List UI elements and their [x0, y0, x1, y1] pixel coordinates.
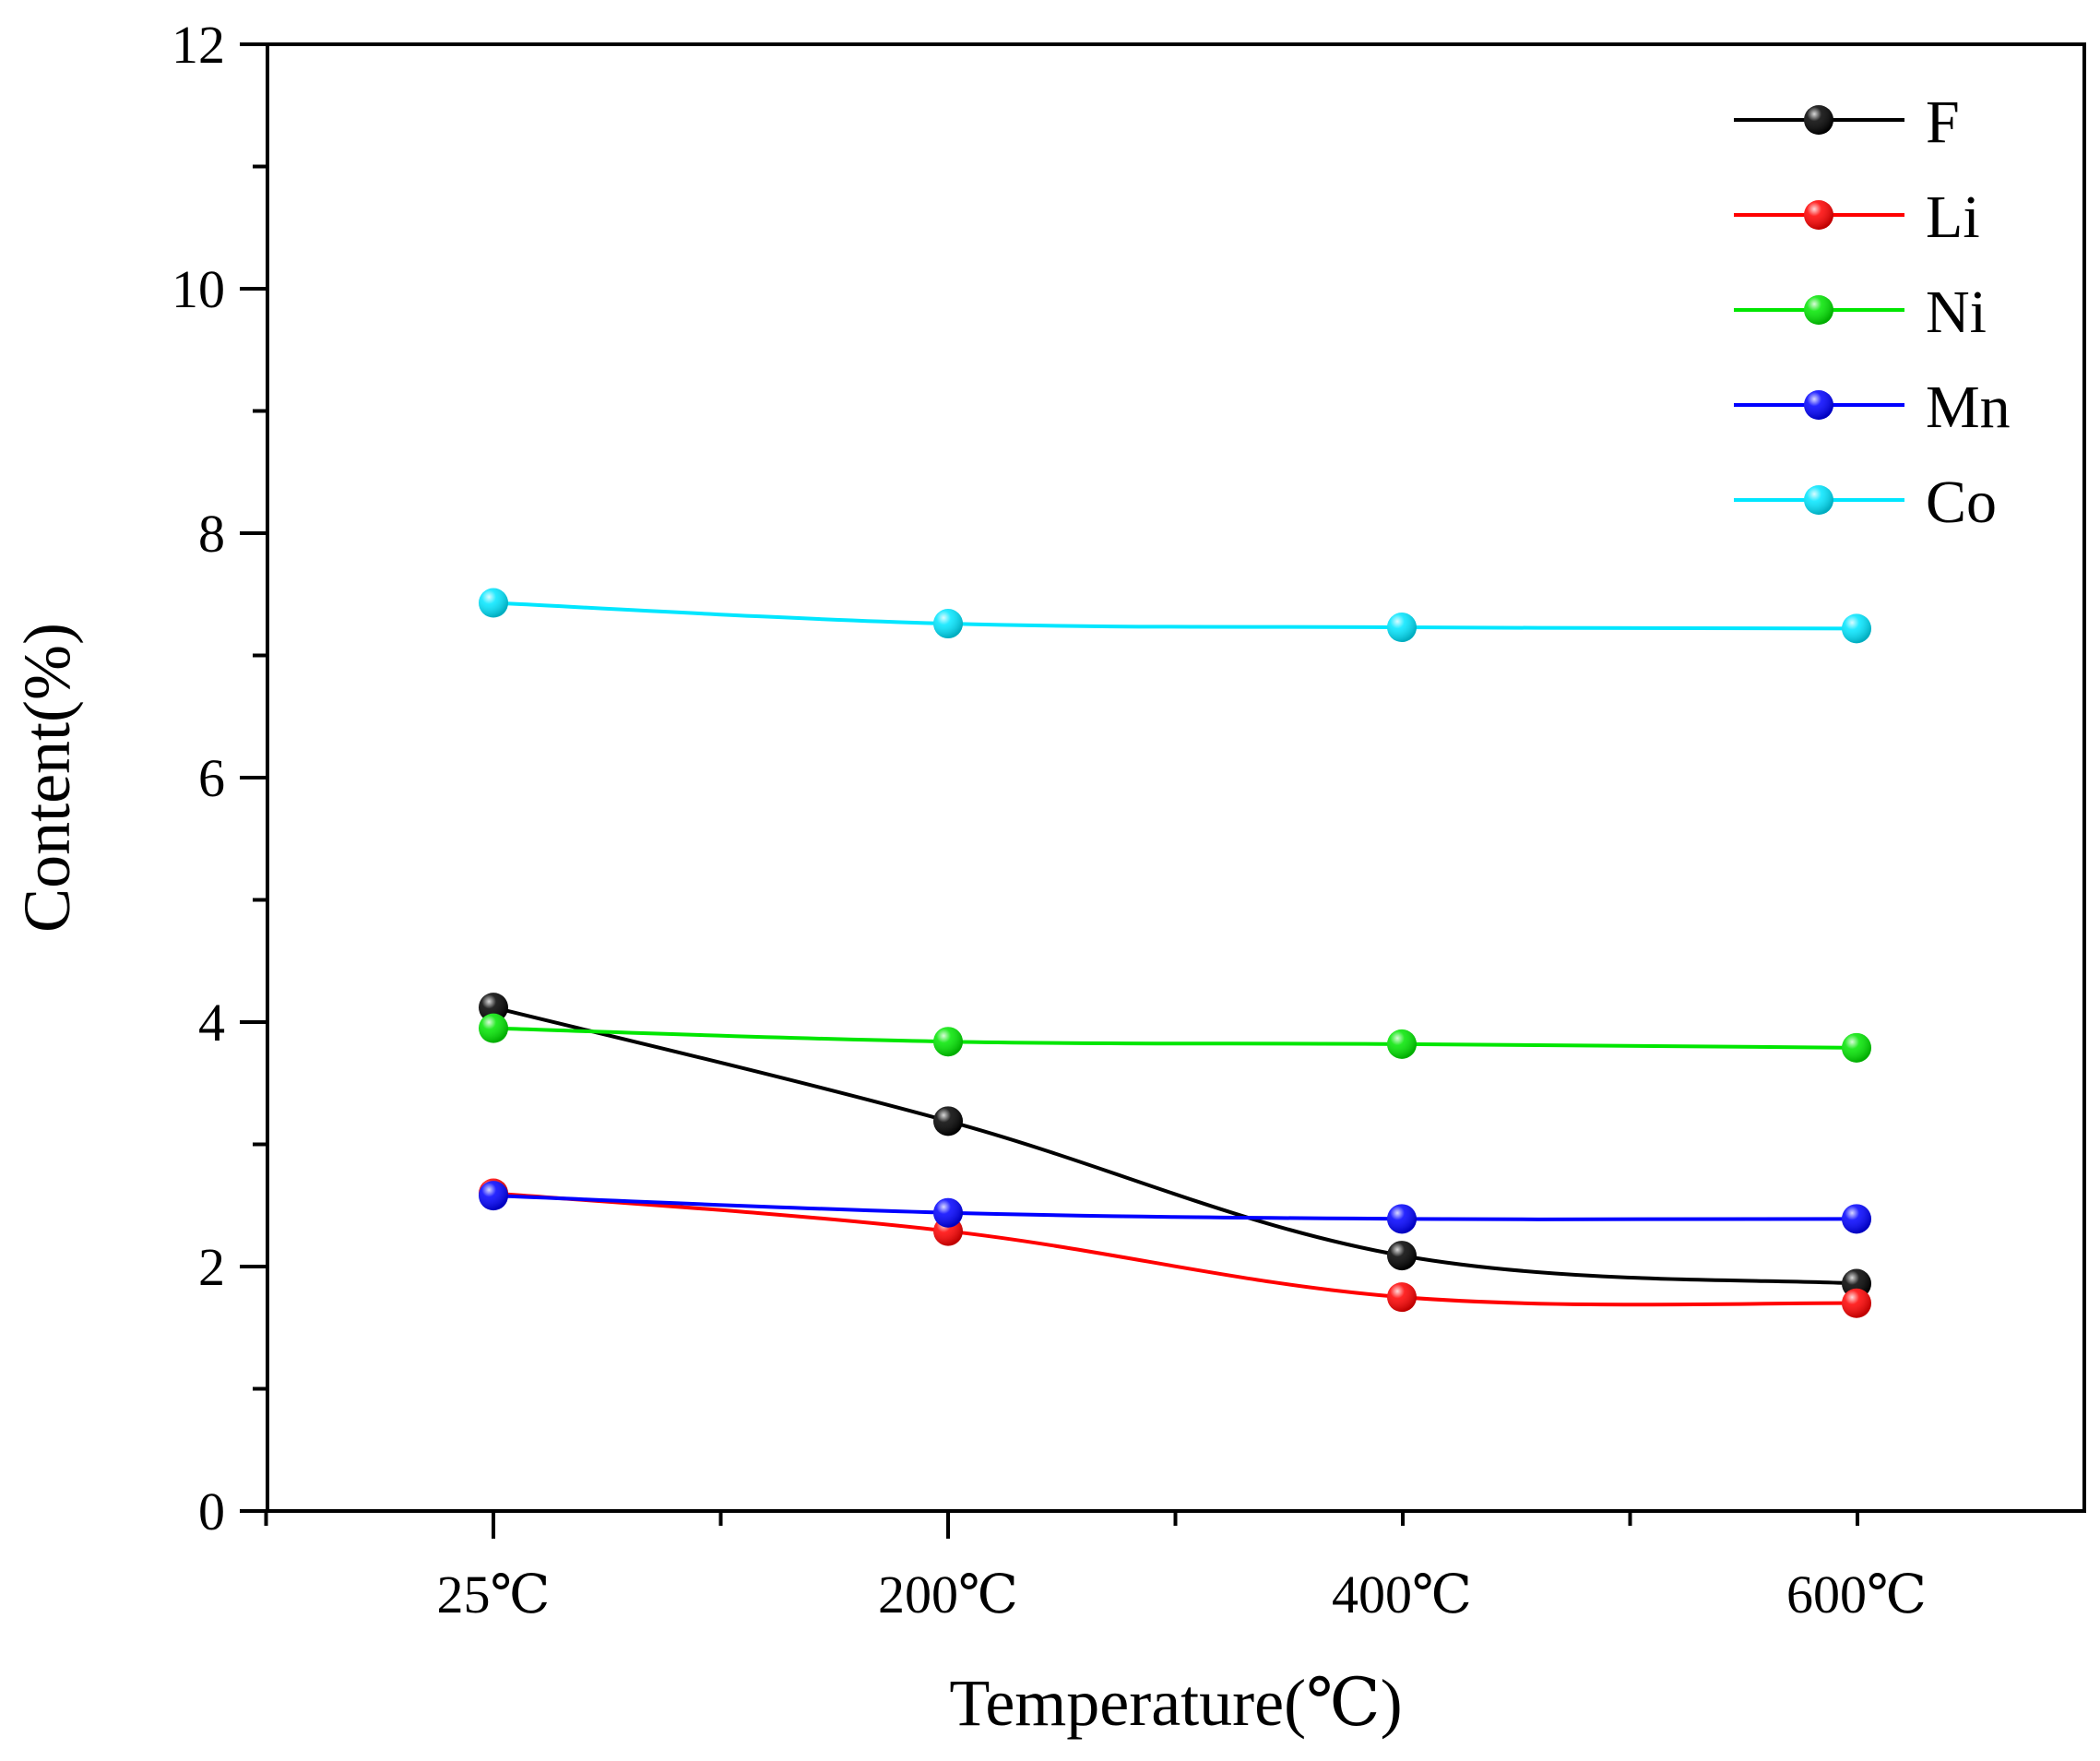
series-line-f	[492, 1005, 1857, 1286]
legend: F Li Ni Mn Co	[1734, 89, 2011, 536]
y-tick-label: 10	[172, 259, 225, 319]
legend-label-co: Co	[1926, 469, 1997, 536]
series-line-li	[492, 1191, 1857, 1307]
y-tick-label: 4	[198, 993, 225, 1053]
data-point-f	[933, 1106, 963, 1136]
data-point-co	[1387, 613, 1417, 643]
x-tick-label: 600℃	[1786, 1565, 1927, 1624]
axis-ticks: 0 2 4 6 8 10 12 25℃ 200℃ 400℃ 600℃	[172, 15, 1927, 1624]
series-lines	[492, 601, 1857, 1307]
data-point-co	[933, 609, 963, 639]
plot-area	[266, 42, 2086, 1513]
data-point-ni	[1842, 1032, 1871, 1063]
x-tick-label: 200℃	[878, 1565, 1018, 1624]
data-point-mn	[1387, 1204, 1417, 1234]
legend-item-mn: Mn	[1734, 374, 2011, 441]
y-tick-label: 6	[198, 748, 225, 808]
legend-item-co: Co	[1734, 469, 1997, 536]
legend-label-li: Li	[1926, 184, 1980, 251]
y-tick-label: 2	[198, 1237, 225, 1297]
data-point-mn	[479, 1181, 508, 1211]
data-point-co	[479, 588, 508, 618]
data-point-ni	[933, 1027, 963, 1057]
x-axis-title: Temperature(℃)	[949, 1666, 1402, 1740]
series-line-ni	[492, 1026, 1857, 1050]
x-tick-label: 25℃	[437, 1565, 551, 1624]
series-markers	[479, 588, 1871, 1318]
legend-item-f: F	[1734, 89, 1960, 156]
data-point-f	[1387, 1241, 1417, 1271]
y-axis-title: Content(%)	[10, 623, 84, 933]
data-point-ni	[479, 1013, 508, 1043]
y-tick-label: 12	[172, 15, 225, 75]
legend-item-ni: Ni	[1734, 279, 1987, 346]
legend-item-li: Li	[1734, 184, 1980, 251]
legend-label-ni: Ni	[1926, 279, 1987, 346]
data-point-co	[1842, 613, 1871, 644]
y-tick-label: 8	[198, 504, 225, 564]
data-point-li	[1842, 1288, 1871, 1318]
legend-label-mn: Mn	[1926, 374, 2011, 441]
series-line-co	[492, 601, 1857, 631]
data-point-mn	[1842, 1204, 1871, 1234]
y-tick-label: 0	[198, 1481, 225, 1541]
data-point-li	[1387, 1282, 1417, 1313]
series-line-mn	[492, 1194, 1857, 1221]
legend-label-f: F	[1926, 89, 1960, 156]
data-point-mn	[933, 1197, 963, 1228]
data-point-f	[479, 993, 508, 1023]
x-tick-label: 400℃	[1332, 1565, 1472, 1624]
data-point-ni	[1387, 1029, 1417, 1059]
